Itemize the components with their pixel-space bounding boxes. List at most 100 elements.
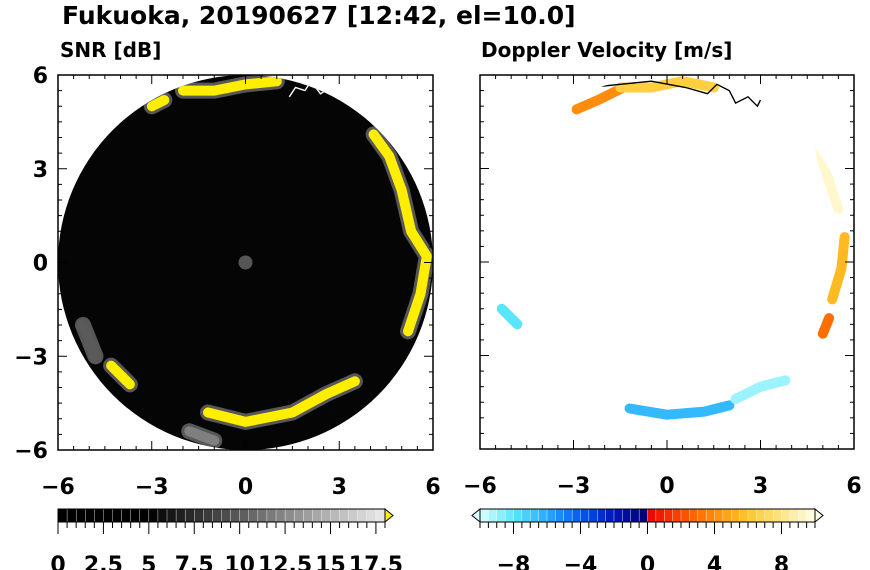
colorbar-cell [330,508,341,523]
colorbar-cell [630,508,640,523]
colorbar-cell [806,508,816,523]
echo-layer [496,76,850,420]
echo-cluster [78,320,101,362]
echo-cluster [368,129,432,337]
colorbar-cell [680,508,690,523]
doppler-panel: −6 −3 0 3 6 [463,74,862,499]
colorbar-cell [293,508,304,523]
colorbar-cell [689,508,699,523]
y-tick-label: 3 [33,158,48,183]
colorbar-cell [66,508,77,523]
echo-cluster [496,303,523,330]
colorbar-cell [303,508,313,523]
colorbar-cell [697,508,707,523]
colorbar-cell [798,508,808,523]
colorbar-cell [103,508,113,523]
colorbar-cell [789,508,799,523]
colorbar-cell [655,508,665,523]
colorbar-cell [613,508,623,523]
colorbar-label: −4 [564,553,598,570]
colorbar-cell [257,508,268,523]
echo-cluster [178,76,282,96]
colorbar-cell [230,508,241,523]
colorbar-label: 8 [774,553,789,570]
colorbar-label: 10 [224,553,255,570]
snr-panel: −6 −3 0 3 6 6 3 0 −3 −6 [14,64,440,500]
echo-cluster [203,376,360,427]
colorbar-cell [94,508,104,523]
echo-cluster [817,313,835,339]
doppler-panel-title: Doppler Velocity [m/s] [481,38,732,62]
colorbar-cell [348,508,359,523]
axes-frame [479,74,855,450]
colorbar-cell [764,508,774,523]
echo-cluster [827,232,850,305]
colorbar-cell [488,508,498,523]
colorbar-cell [772,508,783,523]
x-tick-label: 0 [659,474,674,499]
colorbar-cell [538,508,548,523]
colorbar-cell [321,508,331,523]
colorbar-cell [57,508,68,523]
echo-cluster [106,360,135,390]
x-tick-label: 6 [846,474,861,499]
colorbar-cell [781,508,791,523]
colorbar-cell [638,508,649,523]
doppler-colorbar: −8 −4 0 4 8 [471,507,824,570]
colorbar-cell [184,508,195,523]
colorbar-cell [339,508,350,523]
colorbar-cell [175,508,186,523]
colorbar-cell [366,508,377,523]
colorbar-cell [357,508,368,523]
colorbar-label: 0 [640,553,655,570]
colorbar-cell [112,508,123,523]
colorbar-cell [714,508,724,523]
colorbar-cell [588,508,598,523]
colorbar-label: 5 [141,553,156,570]
echo-cluster [146,95,170,112]
colorbar-cell [203,508,213,523]
colorbar-label: 7.5 [175,553,214,570]
x-tick-label: −3 [557,474,591,499]
colorbar-label: 15 [315,553,346,570]
colorbar-cell [284,508,295,523]
colorbar-label: −8 [497,553,531,570]
colorbar-cell [546,508,556,523]
colorbar-cell [130,508,141,523]
colorbar-cell [622,508,632,523]
colorbar-cell [212,508,223,523]
radar-site [238,255,253,270]
colorbar-label: 4 [707,553,722,570]
colorbar-cell [312,508,322,523]
colorbar-cell [530,508,540,523]
colorbar-cell [221,508,232,523]
x-tick-label: −6 [41,475,75,500]
colorbar-cell [563,508,573,523]
echo-layer [75,75,433,449]
colorbar-cell [166,508,177,523]
y-tick-label: 6 [33,64,48,89]
colorbar-cell [121,508,132,523]
colorbar-cell [275,508,286,523]
x-tick-label: 3 [332,475,347,500]
colorbar-cell [75,508,86,523]
colorbar-cell [504,508,515,523]
colorbar-label: 0 [50,553,65,570]
colorbar-label: 2.5 [84,553,123,570]
colorbar-extend-max [814,507,824,524]
snr-panel-title: SNR [dB] [60,38,161,62]
colorbar-cell [722,508,732,523]
figure-title: Fukuoka, 20190627 [12:42, el=10.0] [62,1,576,30]
colorbar-extend-min [471,507,481,524]
colorbar-cell [580,508,590,523]
colorbar-cell [139,508,150,523]
echo-cluster [184,426,220,446]
colorbar-cell [479,508,489,523]
colorbar-cell [756,508,766,523]
colorbar-label: 17.5 [349,553,403,570]
colorbar-cell [157,508,168,523]
colorbar-cell [375,508,386,523]
colorbar-cell [239,508,250,523]
snr-colorbar: 0 2.5 5 7.5 10 12.5 15 17.5 [50,507,403,570]
